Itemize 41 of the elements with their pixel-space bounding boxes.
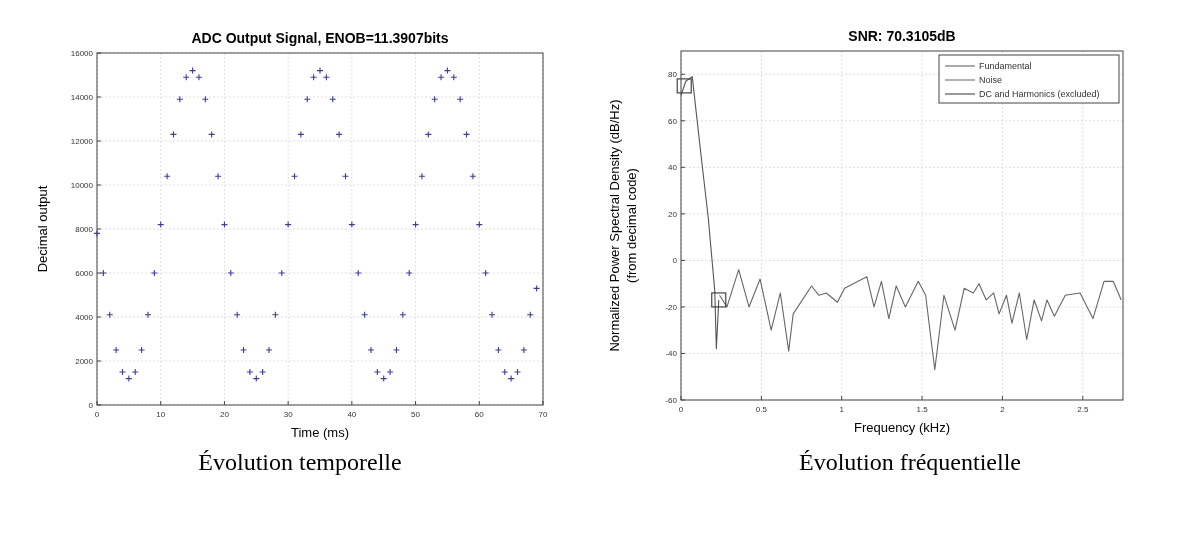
- y-tick-label: 10000: [70, 181, 94, 190]
- y-tick-label: 12000: [70, 137, 94, 146]
- y-tick-label: 40: [668, 163, 678, 173]
- x-tick-label: 70: [538, 410, 548, 419]
- y-tick-label: 80: [668, 70, 678, 80]
- x-tick-label: 1.5: [916, 405, 929, 414]
- y-tick-label: 8000: [75, 225, 94, 234]
- x-tick-label: 20: [219, 410, 230, 419]
- y-tick-label: 14000: [70, 93, 94, 102]
- chart-title: SNR: 70.3105dB: [848, 28, 956, 44]
- y-tick-label: 4000: [75, 313, 94, 322]
- chart-title: ADC Output Signal, ENOB=11.3907bits: [191, 30, 449, 46]
- y-tick-label: 60: [668, 116, 678, 126]
- x-tick-label: 30: [283, 410, 294, 419]
- x-tick-label: 0.5: [755, 405, 768, 414]
- y-tick-label: 6000: [75, 269, 94, 278]
- y-axis-title: Normalized Power Spectral Density (dB/Hz) (from decimal code): [607, 99, 639, 352]
- y-tick-label: -40: [665, 349, 678, 359]
- y-tick-label: -60: [665, 396, 678, 405]
- text: Évolution fréquentielle: [799, 449, 1021, 475]
- x-tick-label: 2: [1000, 405, 1006, 414]
- legend-label: Fundamental: [979, 61, 1032, 71]
- y-tick-label: 16000: [70, 49, 94, 58]
- y-tick-label: 2000: [75, 357, 94, 366]
- x-tick-label: 1: [839, 405, 845, 414]
- legend-label: Noise: [979, 75, 1003, 85]
- x-axis-title: Frequency (kHz): [853, 420, 951, 435]
- x-tick-label: 40: [347, 410, 357, 419]
- x-tick-label: 60: [474, 410, 485, 419]
- y-tick-label: -20: [665, 302, 678, 312]
- y-axis-title: Decimal output: [35, 185, 50, 273]
- x-tick-label: 50: [411, 410, 421, 419]
- x-tick-label: 0: [678, 405, 684, 414]
- y-tick-label: 0: [672, 256, 678, 266]
- x-tick-label: 0: [94, 410, 100, 419]
- legend-label: DC and Harmonics (excluded): [979, 89, 1100, 99]
- x-tick-label: 10: [156, 410, 166, 419]
- y-tick-label: 20: [668, 209, 678, 219]
- text: Évolution temporelle: [198, 449, 402, 475]
- x-axis-title: Time (ms): [290, 425, 350, 440]
- x-tick-label: 2.5: [1077, 405, 1089, 414]
